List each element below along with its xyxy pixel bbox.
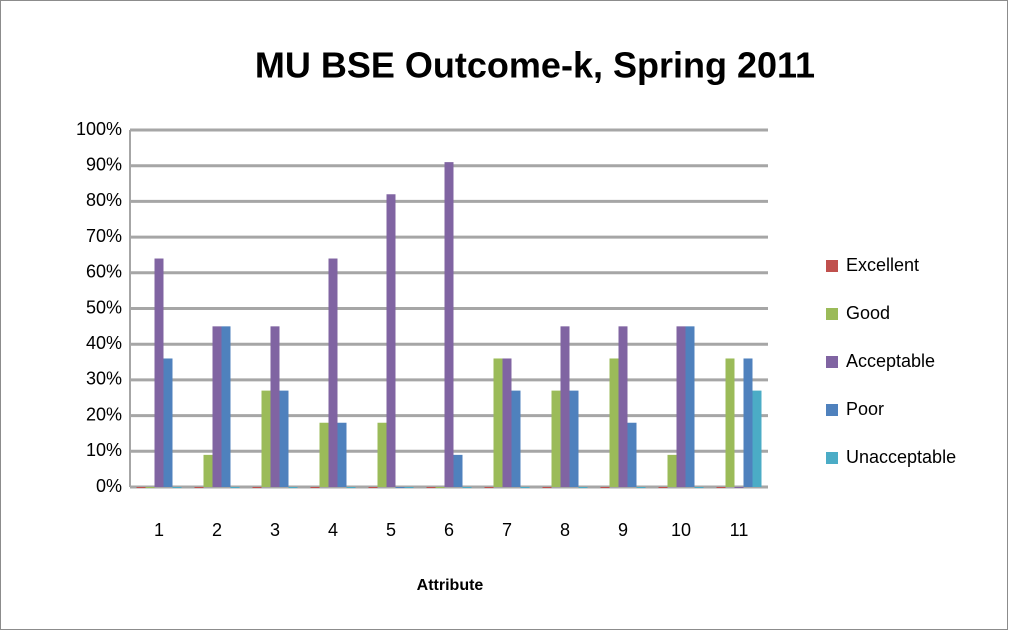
- x-tick-label: 1: [154, 520, 164, 540]
- y-tick-label: 100%: [76, 119, 122, 139]
- bar: [542, 487, 552, 488]
- bar: [319, 422, 329, 487]
- bar: [685, 326, 695, 487]
- bar: [560, 326, 570, 487]
- legend-swatch: [826, 308, 838, 320]
- bar: [230, 487, 240, 488]
- bar: [337, 422, 347, 487]
- bar: [310, 487, 320, 488]
- bar: [221, 326, 231, 487]
- bar: [404, 487, 414, 488]
- bar: [136, 487, 146, 488]
- bar: [453, 454, 463, 487]
- bar: [328, 258, 338, 487]
- bar: [676, 326, 686, 487]
- y-tick-label: 90%: [86, 154, 122, 174]
- x-tick-label: 8: [560, 520, 570, 540]
- bar: [520, 487, 530, 488]
- bar: [658, 487, 668, 488]
- bar: [752, 390, 762, 487]
- bar: [252, 487, 262, 488]
- bar: [270, 326, 280, 487]
- bar: [493, 358, 503, 487]
- bar: [279, 390, 289, 487]
- bar: [462, 487, 472, 488]
- bar: [694, 487, 704, 488]
- x-tick-label: 4: [328, 520, 338, 540]
- bar: [194, 487, 204, 488]
- bar: [426, 487, 436, 488]
- bar: [444, 162, 454, 487]
- bar: [636, 487, 646, 488]
- x-tick-label: 9: [618, 520, 628, 540]
- bar: [484, 487, 494, 488]
- bar: [261, 390, 271, 487]
- bar: [377, 422, 387, 487]
- y-tick-label: 60%: [86, 262, 122, 282]
- bar: [288, 487, 298, 488]
- bar: [578, 487, 588, 488]
- legend-label: Unacceptable: [846, 447, 956, 467]
- bar: [511, 390, 521, 487]
- legend-label: Acceptable: [846, 351, 935, 371]
- bar: [212, 326, 222, 487]
- legend-swatch: [826, 260, 838, 272]
- x-axis-title: Attribute: [417, 577, 484, 594]
- bar: [618, 326, 628, 487]
- bar: [203, 454, 213, 487]
- x-tick-label: 7: [502, 520, 512, 540]
- y-tick-label: 10%: [86, 440, 122, 460]
- y-tick-label: 50%: [86, 297, 122, 317]
- x-tick-label: 3: [270, 520, 280, 540]
- bar: [600, 487, 610, 488]
- bar: [551, 390, 561, 487]
- bar: [609, 358, 619, 487]
- legend-label: Excellent: [846, 255, 919, 275]
- bar: [154, 258, 164, 487]
- x-tick-label: 2: [212, 520, 222, 540]
- legend-label: Good: [846, 303, 890, 323]
- bar: [667, 454, 677, 487]
- y-tick-label: 30%: [86, 369, 122, 389]
- y-tick-label: 0%: [96, 476, 122, 496]
- y-tick-label: 80%: [86, 190, 122, 210]
- bar: [395, 487, 405, 488]
- bar: [716, 487, 726, 488]
- legend-swatch: [826, 356, 838, 368]
- bar: [725, 358, 735, 487]
- legend-label: Poor: [846, 399, 884, 419]
- bar: [386, 194, 396, 487]
- x-tick-label: 5: [386, 520, 396, 540]
- bar: [172, 487, 182, 488]
- bar: [743, 358, 753, 487]
- bar: [145, 487, 155, 488]
- bar: [627, 422, 637, 487]
- bar: [502, 358, 512, 487]
- legend-swatch: [826, 404, 838, 416]
- y-tick-label: 70%: [86, 226, 122, 246]
- chart-title: MU BSE Outcome-k, Spring 2011: [255, 45, 815, 86]
- bar: [569, 390, 579, 487]
- y-tick-label: 40%: [86, 333, 122, 353]
- bar: [346, 487, 356, 488]
- y-tick-label: 20%: [86, 404, 122, 424]
- bar: [163, 358, 173, 487]
- bar: [435, 487, 445, 488]
- legend-swatch: [826, 452, 838, 464]
- x-tick-label: 6: [444, 520, 454, 540]
- bar: [368, 487, 378, 488]
- x-tick-label: 10: [671, 520, 691, 540]
- x-tick-label: 11: [730, 520, 749, 540]
- bar: [734, 487, 744, 488]
